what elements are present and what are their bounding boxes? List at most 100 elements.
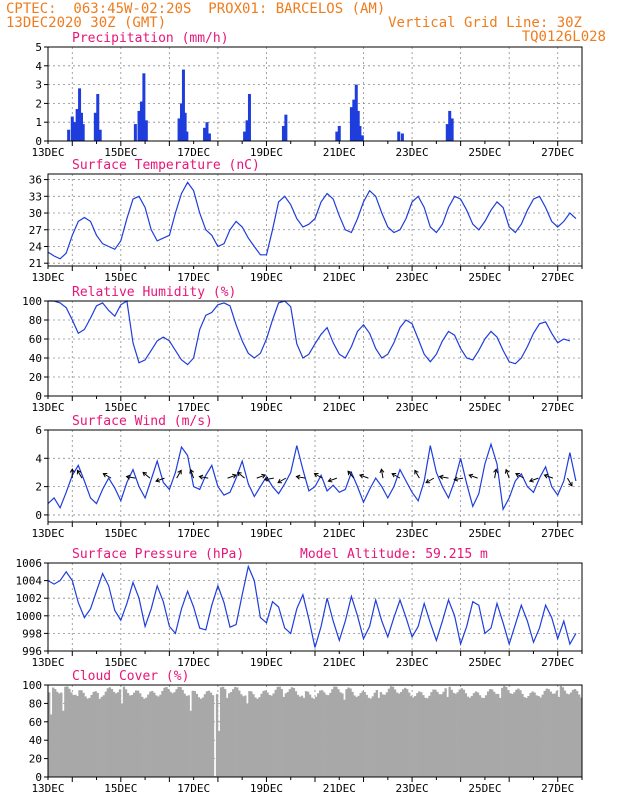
cloud-bar	[270, 695, 273, 777]
wind-vector	[125, 474, 136, 480]
y-tick-label: 27	[29, 224, 42, 237]
cloud-bar	[543, 690, 546, 777]
cloud-bar	[106, 688, 109, 777]
cloud-bar	[96, 692, 99, 777]
cloud-bar	[145, 697, 148, 777]
wind-vector-shaft	[380, 469, 384, 479]
x-tick-label: 21DEC	[323, 527, 356, 540]
cloud-bar	[323, 692, 326, 777]
cloud-bar	[272, 693, 275, 777]
cloud-bar	[337, 689, 340, 777]
precip-bar	[96, 94, 100, 141]
x-tick-label: 23DEC	[396, 146, 429, 159]
panel-temperature	[44, 173, 583, 271]
cloud-bar	[122, 686, 126, 777]
cloud-bar	[499, 697, 502, 777]
wind-vector-head	[177, 469, 182, 475]
x-tick-label: 13DEC	[31, 527, 64, 540]
wind-vector	[379, 468, 385, 479]
y-tick-label: 996	[22, 645, 42, 658]
precip-bar	[142, 73, 146, 141]
wind-vector	[102, 473, 112, 479]
cloud-bar	[474, 691, 478, 777]
wind-vector-shaft	[126, 476, 136, 479]
wind-vector-shaft	[142, 471, 151, 479]
cloud-bar	[553, 693, 557, 777]
cloud-bar	[533, 692, 536, 777]
cloud-bar	[215, 694, 219, 777]
wind-vector-head	[263, 476, 269, 482]
precip-bar	[243, 131, 247, 141]
cloud-bar	[456, 692, 459, 777]
wind-vector	[425, 477, 435, 484]
wind-vector-shaft	[237, 471, 245, 479]
cloud-bar	[535, 695, 538, 777]
wind-vector-head	[414, 469, 419, 475]
header-date: 13DEC2020 30Z (GMT)	[6, 15, 167, 31]
cloud-bar	[165, 686, 168, 777]
x-tick-label: 13DEC	[31, 401, 64, 414]
wind-vector-head	[295, 474, 301, 480]
cloud-bar	[108, 687, 112, 777]
precip-bar	[78, 88, 82, 141]
cloud-bar	[76, 696, 79, 777]
cloud-bar	[173, 692, 176, 777]
wind-vector-head	[155, 477, 161, 483]
wind-vector	[504, 468, 510, 479]
wind-vector-shaft	[277, 477, 287, 484]
panel-title: Relative Humidity (%)	[72, 285, 236, 300]
cloud-bar	[262, 690, 265, 777]
cloud-bar	[399, 692, 403, 777]
precip-bar	[133, 124, 137, 141]
cloud-bar	[139, 693, 142, 777]
cloud-bar	[290, 687, 294, 777]
x-tick-label: 21DEC	[323, 401, 356, 414]
x-tick-label: 15DEC	[104, 271, 137, 284]
cloud-bar	[361, 691, 364, 777]
cloud-bar	[424, 697, 427, 777]
y-tick-label: 4	[35, 60, 42, 73]
panel-title: Surface Pressure (hPa)	[72, 547, 244, 562]
y-tick-label: 33	[29, 190, 42, 203]
cloud-bar	[523, 697, 526, 777]
wind-vector-head	[125, 474, 131, 480]
cloud-bar	[310, 697, 314, 777]
cloud-bar	[195, 693, 198, 777]
cloud-bar	[126, 693, 130, 777]
cloud-bar	[486, 691, 490, 777]
cloud-bar	[238, 690, 241, 777]
panel-title: Surface Temperature (nC)	[72, 158, 260, 173]
cloud-bar	[438, 694, 441, 777]
cloud-bar	[54, 689, 57, 777]
wind-vector-shaft	[227, 474, 237, 479]
y-tick-label: 30	[29, 207, 42, 220]
wind-vector	[543, 473, 554, 479]
cloud-bar	[359, 693, 362, 777]
cloud-bar	[169, 691, 172, 777]
cloud-bar	[242, 696, 245, 777]
y-tick-label: 2	[35, 97, 42, 110]
wind-vector-head	[515, 473, 520, 478]
header-model-id: TQ0126L028	[521, 29, 606, 45]
wind-vector-head	[236, 471, 242, 477]
cloud-bar	[557, 696, 561, 777]
cloud-bar	[258, 697, 261, 777]
cloud-bar	[124, 689, 128, 777]
precip-bar	[185, 131, 189, 141]
cloud-bar	[579, 697, 583, 777]
x-tick-label: 15DEC	[104, 782, 137, 795]
cloud-bar	[343, 699, 346, 777]
cloud-bar	[64, 686, 67, 777]
cloud-bar	[345, 689, 348, 777]
wind-vector	[359, 473, 369, 479]
cloud-bar	[389, 686, 393, 777]
y-tick-label: 6	[35, 424, 42, 437]
panel-cloud-cover	[44, 684, 583, 782]
cloud-bar	[515, 689, 518, 777]
wind-vector-shaft	[328, 477, 338, 482]
x-tick-label: 23DEC	[396, 527, 429, 540]
precip-bar	[349, 107, 353, 141]
cloud-bar	[266, 692, 269, 777]
x-tick-label: 27DEC	[541, 271, 574, 284]
cloud-bar	[468, 697, 472, 777]
